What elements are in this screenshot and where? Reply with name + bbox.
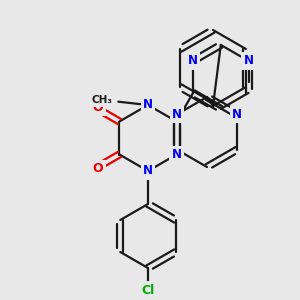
Text: N: N bbox=[232, 108, 242, 121]
Text: N: N bbox=[188, 54, 198, 68]
Text: O: O bbox=[93, 101, 104, 114]
Text: N: N bbox=[143, 164, 153, 178]
Text: O: O bbox=[93, 162, 104, 175]
Text: Cl: Cl bbox=[141, 284, 154, 296]
Text: N: N bbox=[172, 108, 182, 121]
Text: N: N bbox=[143, 98, 153, 112]
Text: N: N bbox=[172, 148, 182, 161]
Text: N: N bbox=[244, 54, 254, 68]
Text: CH₃: CH₃ bbox=[91, 95, 112, 105]
